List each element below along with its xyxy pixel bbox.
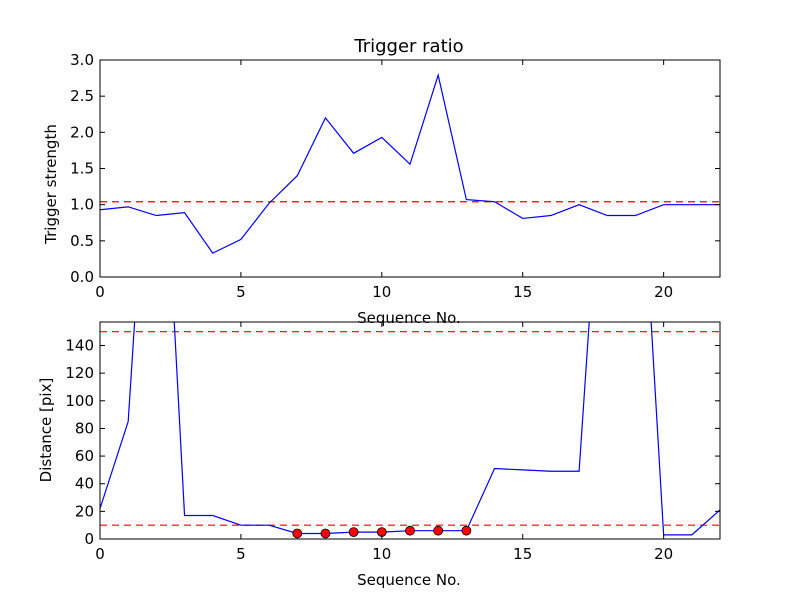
data-point-marker [320,528,331,539]
y-tick-label: 0.0 [70,268,94,286]
x-tick-label: 10 [372,283,391,301]
y-axis-label: Trigger strength [42,124,60,245]
y-tick-label: 0 [84,530,94,548]
x-tick-label: 5 [236,545,246,563]
x-tick-label: 15 [513,545,532,563]
y-tick-label: 1.0 [70,196,94,214]
x-tick-label: 20 [654,545,673,563]
trigger-ratio-panel: Trigger ratio Sequence No. Trigger stren… [42,36,721,327]
y-tick-label: 2.5 [70,87,94,105]
y-tick-label: 60 [75,447,94,465]
y-tick-label: 40 [75,475,94,493]
data-point-marker [461,525,472,536]
y-tick-label: 120 [65,364,94,382]
series-line [100,322,720,536]
plot-area [100,72,720,254]
plot-area [100,322,720,539]
y-tick-label: 140 [65,336,94,354]
data-point-marker [292,528,303,539]
series-line [100,72,720,254]
y-tick-label: 1.5 [70,160,94,178]
x-tick-label: 15 [513,283,532,301]
x-axis-label: Sequence No. [357,309,461,327]
x-tick-label: 0 [95,283,105,301]
x-tick-label: 0 [95,545,105,563]
y-tick-label: 80 [75,419,94,437]
x-axis-label: Sequence No. [357,571,461,589]
axes-frame [99,321,721,540]
x-tick-label: 20 [654,283,673,301]
y-tick-label: 20 [75,502,94,520]
data-point-marker [433,525,444,536]
y-tick-label: 0.5 [70,232,94,250]
data-point-marker [348,527,359,537]
data-point-marker [405,525,415,536]
x-tick-label: 5 [236,283,246,301]
distance-panel: Sequence No. Distance [pix] 0 5 10 15 20 0 20 4… [37,321,721,589]
chart-title: Trigger ratio [353,36,463,57]
x-tick-label: 10 [372,545,391,563]
y-axis-label: Distance [pix] [37,378,55,483]
y-tick-label: 2.0 [70,123,94,141]
axes-frame [99,59,721,278]
y-tick-label: 100 [65,392,94,410]
y-tick-label: 3.0 [70,51,94,69]
